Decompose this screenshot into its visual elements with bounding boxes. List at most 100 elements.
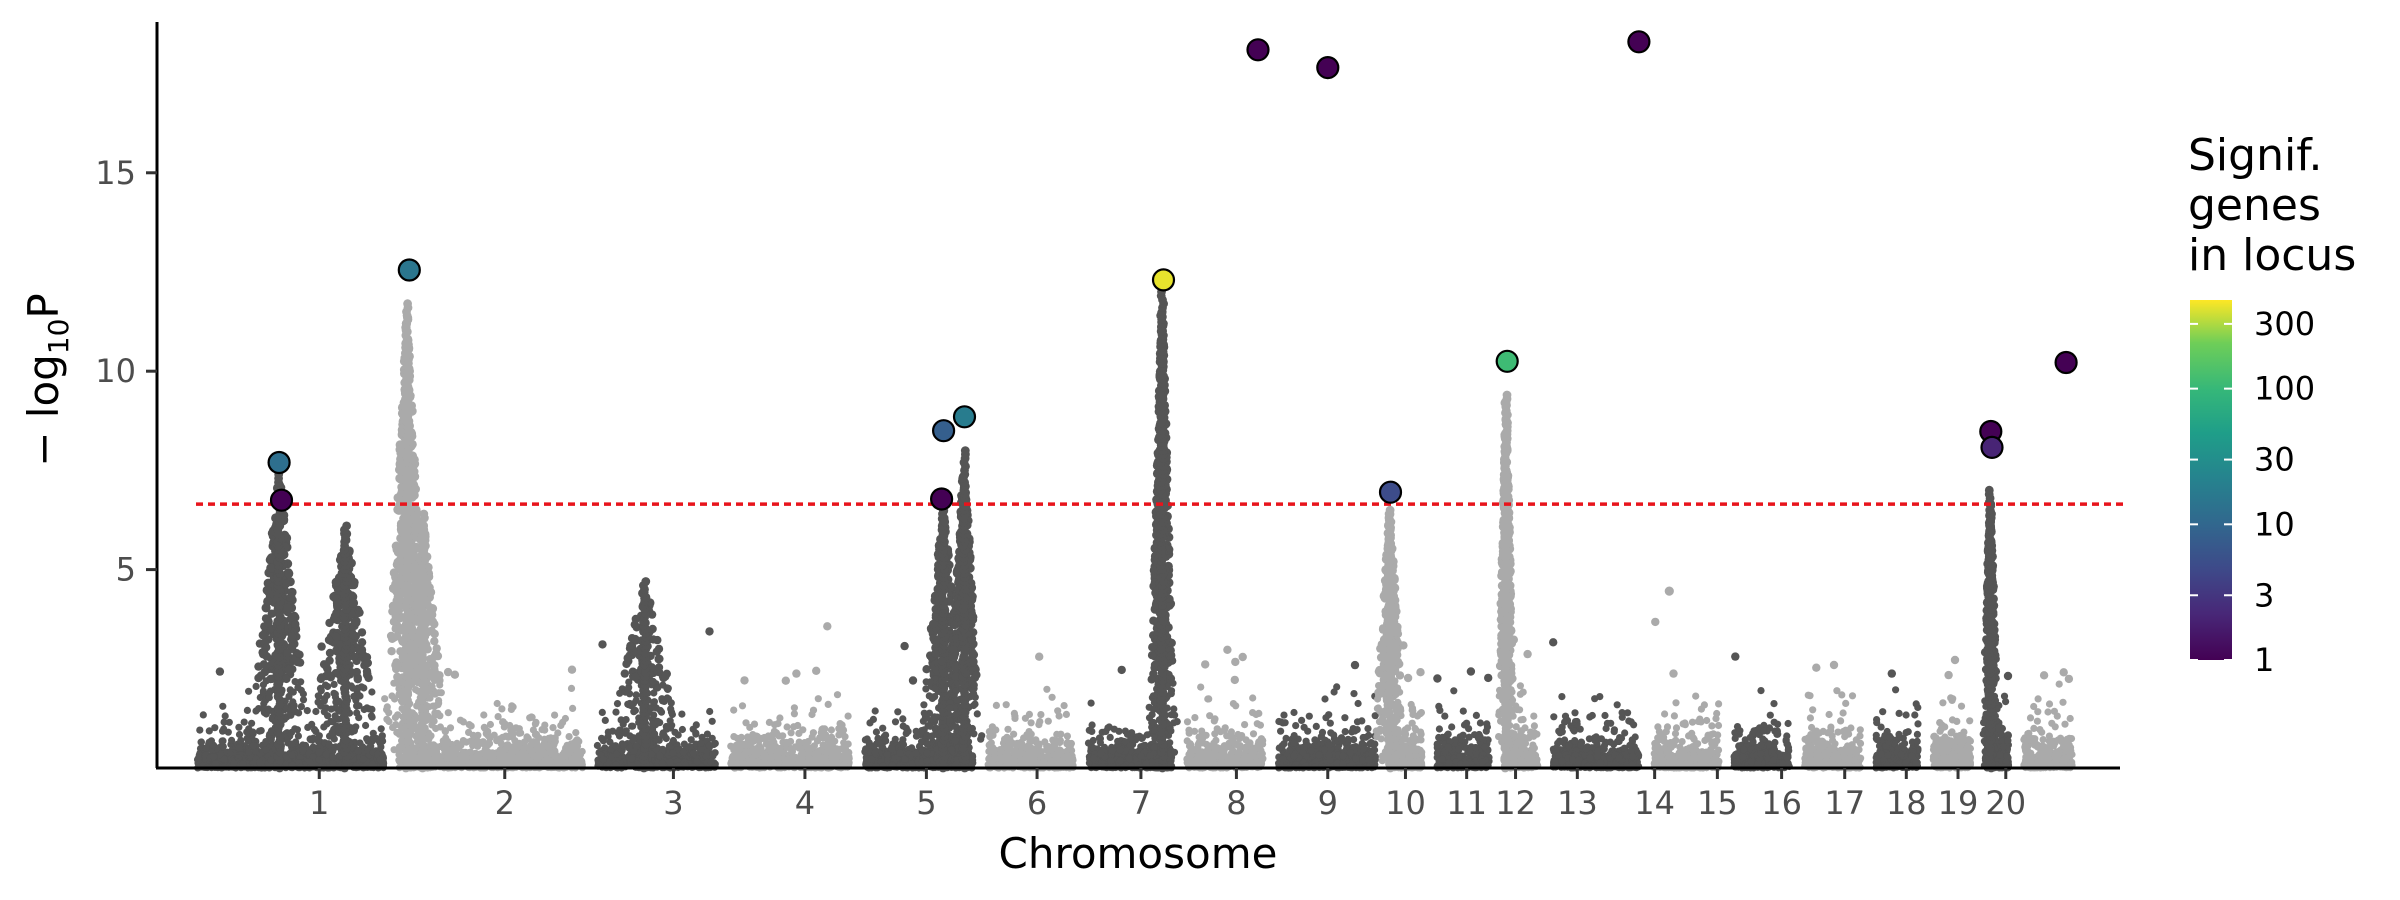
snp-point (656, 752, 664, 760)
snp-point (328, 729, 336, 737)
snp-point (540, 740, 548, 748)
snp-point (436, 681, 444, 689)
snp-point (808, 710, 816, 719)
snp-point (678, 725, 687, 734)
snp-point (194, 754, 203, 762)
snp-point (297, 703, 305, 711)
snp-point (620, 669, 629, 678)
snp-point (641, 577, 651, 586)
snp-point (249, 742, 257, 750)
snp-point (775, 732, 783, 740)
snp-point (355, 714, 363, 722)
snp-point (669, 749, 677, 757)
snp-point (783, 723, 791, 731)
snp-point (782, 758, 790, 766)
snp-point (480, 723, 488, 732)
snp-point (262, 746, 270, 754)
snp-point (824, 700, 832, 709)
snp-point (841, 744, 850, 753)
snp-point (431, 752, 439, 760)
snp-point (447, 754, 455, 762)
snp-point (567, 684, 576, 693)
snp-point (431, 690, 439, 698)
snp-point (771, 721, 779, 729)
snp-point (304, 723, 312, 732)
snp-point (709, 751, 717, 759)
snp-point (612, 708, 620, 716)
snp-point (749, 731, 758, 739)
snp-point (598, 640, 607, 649)
snp-point (630, 620, 639, 629)
snp-point (317, 687, 325, 695)
snp-point (256, 758, 264, 767)
snp-point (288, 751, 296, 759)
snp-point (623, 653, 632, 663)
snp-point (697, 739, 705, 747)
snp-point (243, 706, 251, 715)
snp-point (329, 759, 337, 767)
snp-point (256, 671, 265, 680)
snp-point (808, 733, 816, 741)
snp-point (409, 744, 417, 752)
snp-point (430, 661, 439, 670)
snp-point (630, 708, 638, 716)
snp-point (402, 710, 410, 718)
snp-point (224, 728, 232, 736)
snp-point (305, 757, 314, 766)
snp-point (527, 758, 535, 766)
snp-point (480, 711, 488, 719)
snp-point (563, 741, 571, 749)
snp-point (332, 632, 341, 642)
snp-point (844, 712, 852, 720)
snp-point (689, 749, 698, 758)
snp-point (456, 716, 465, 724)
snp-point (196, 726, 204, 734)
snp-point (790, 710, 799, 718)
snp-point (706, 707, 714, 716)
snp-point (500, 723, 508, 731)
snp-point (665, 742, 674, 750)
snp-point (443, 667, 453, 677)
snp-point (405, 732, 413, 740)
snp-point (462, 753, 470, 761)
snp-point (303, 707, 311, 715)
snp-point (240, 718, 248, 726)
snp-point (755, 737, 763, 745)
snp-point (613, 700, 622, 708)
snp-point (820, 755, 828, 764)
snp-point (705, 627, 714, 636)
snp-point (248, 719, 256, 727)
snp-point (329, 753, 337, 761)
snp-point (792, 669, 801, 678)
snp-point (761, 735, 770, 743)
snp-point (211, 724, 219, 732)
snp-point (408, 631, 417, 640)
snp-point (199, 711, 207, 719)
snp-point (220, 755, 228, 764)
snp-point (315, 732, 323, 740)
snp-point (703, 730, 712, 738)
snp-point (299, 746, 307, 754)
snp-point (404, 653, 413, 663)
snp-point (285, 692, 293, 701)
snp-point (219, 743, 227, 751)
snp-point (505, 754, 513, 762)
snp-point (293, 657, 302, 667)
snp-point (484, 747, 492, 756)
chromosome-3-points (593, 577, 719, 773)
chromosome-1-points (194, 466, 388, 773)
snp-point (551, 711, 559, 719)
snp-point (332, 598, 342, 608)
snp-point (235, 744, 243, 752)
snp-point (377, 725, 385, 733)
snp-point (251, 747, 259, 755)
snp-point (604, 732, 612, 741)
snp-point (664, 684, 672, 692)
snp-point (324, 670, 333, 679)
snp-point (406, 700, 414, 708)
snp-point (626, 641, 635, 650)
snp-point (283, 648, 292, 658)
snp-point (667, 705, 675, 713)
snp-point (776, 745, 784, 754)
snp-point (403, 299, 412, 309)
